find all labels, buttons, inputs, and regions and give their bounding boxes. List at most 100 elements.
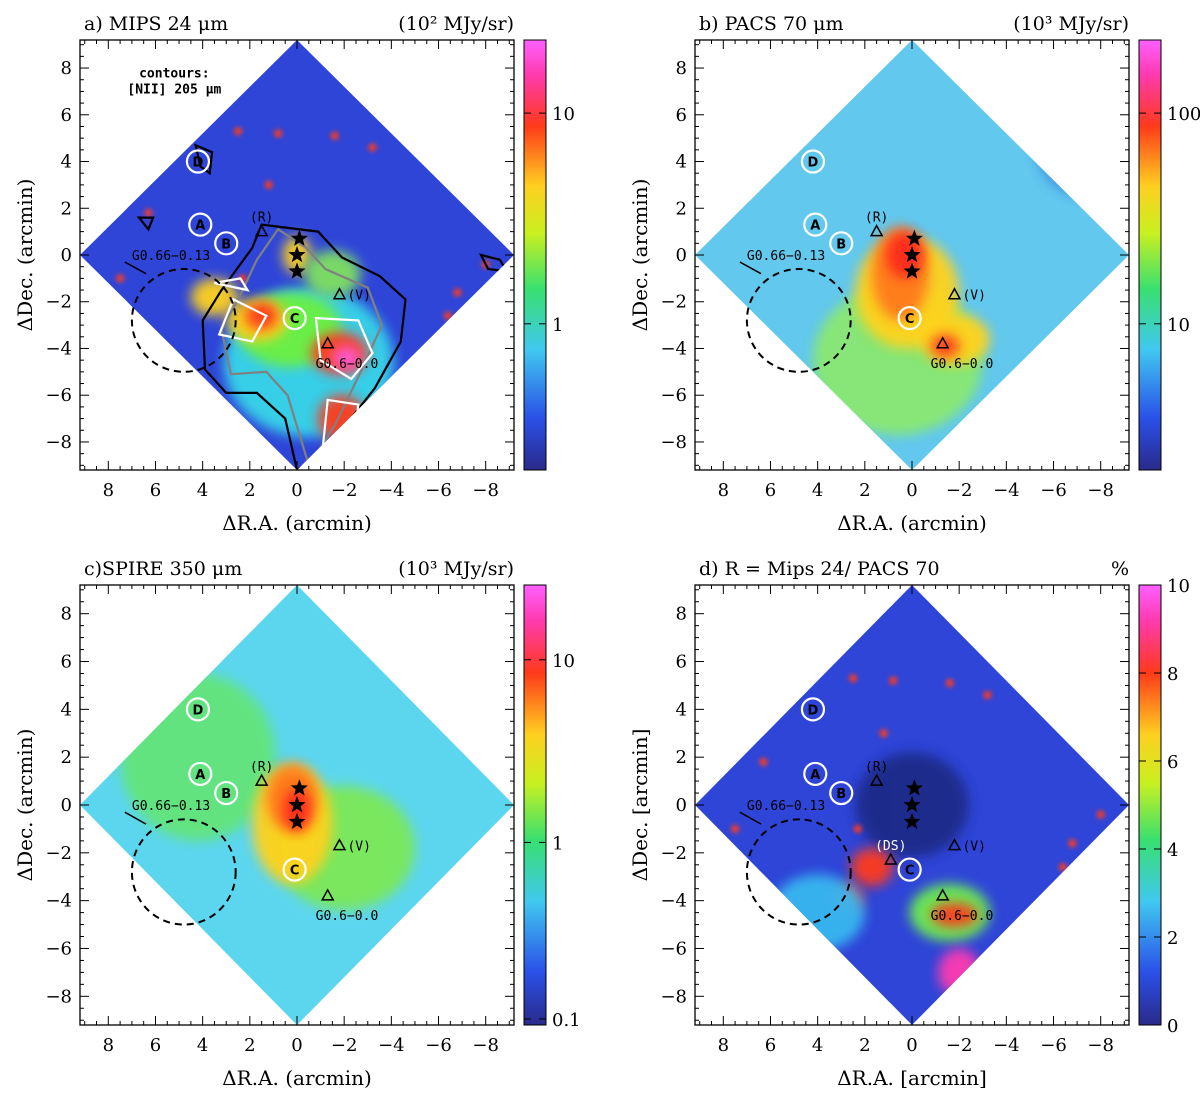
- star-marker: [288, 796, 306, 813]
- y-tick-label: 8: [61, 604, 72, 625]
- panel-a: 8 6 4 2 0 −2 −4 −6 −8 8 6 4 2 0 −2 −4 −6 −8 ΔR.A. (arcmin)…: [13, 13, 575, 535]
- emission-region: [332, 346, 361, 370]
- emission-region: [930, 334, 960, 358]
- triangle-label: (V): [347, 840, 370, 855]
- region-circle: [829, 780, 854, 806]
- colorbar-tick-label: 8: [1167, 664, 1178, 685]
- star-marker: [288, 246, 306, 263]
- ring-label: G0.66−0.13: [132, 799, 210, 814]
- panel-d: 8 6 4 2 0 −2 −4 −6 −8 8 6 4 2 0 −2 −4 −6 −8 ΔR.A. [arcmin]…: [628, 558, 1190, 1090]
- region-label: C: [905, 312, 915, 327]
- region-circle: [282, 305, 307, 331]
- y-tick-label: 4: [676, 699, 687, 720]
- triangle-label: (R): [865, 760, 888, 775]
- colorbar-tick-label: 4: [1167, 840, 1178, 861]
- y-tick-label: 2: [676, 198, 687, 219]
- triangle-marker: [254, 224, 269, 237]
- colorbar: [523, 39, 547, 471]
- colorbar-tick-label: 0: [1167, 1016, 1178, 1037]
- colorbar-tick-label: 10: [552, 104, 575, 125]
- x-tick-label: −4: [993, 1035, 1020, 1056]
- triangle-marker: [320, 888, 335, 901]
- triangle-label: (V): [347, 289, 370, 304]
- star-marker: [290, 779, 308, 796]
- emission-region: [886, 231, 924, 279]
- x-tick-label: 6: [765, 480, 776, 501]
- region-C: C: [282, 857, 307, 882]
- region-B: B: [829, 231, 854, 256]
- emission-region: [770, 874, 865, 951]
- region-D: D: [185, 149, 211, 174]
- y-axis-label: ΔDec. [arcmin]: [628, 729, 652, 882]
- point-source: [330, 131, 339, 140]
- region-circle: [185, 697, 211, 722]
- ring-leader: [124, 811, 147, 825]
- x-tick-label: 8: [103, 480, 114, 501]
- point-source: [945, 679, 954, 688]
- y-tick-label: 4: [61, 152, 72, 173]
- y-axis-label: ΔDec. (arcmin): [13, 729, 37, 882]
- emission-region: [850, 848, 894, 887]
- triangle-label: G0.6−0.0: [931, 909, 994, 924]
- ring-g0.66: [745, 268, 852, 373]
- y-tick-label: 4: [61, 699, 72, 720]
- point-source: [170, 129, 179, 138]
- region-label: B: [836, 237, 846, 252]
- region-label: C: [290, 864, 300, 879]
- y-tick-label: −2: [45, 292, 72, 313]
- y-tick-label: 2: [676, 747, 687, 768]
- nii-contour-low: [194, 143, 214, 176]
- y-tick-label: −2: [660, 843, 687, 864]
- region-label: A: [195, 219, 205, 234]
- y-axis-label: ΔDec. (arcmin): [628, 179, 652, 332]
- x-tick-label: −2: [946, 1035, 973, 1056]
- x-tick-label: −8: [472, 480, 499, 501]
- triangle-label: (R): [250, 760, 273, 775]
- triangle-marker: [935, 336, 950, 349]
- x-tick-label: 2: [244, 480, 255, 501]
- triangle-marker: [947, 287, 962, 300]
- y-tick-label: −8: [660, 986, 687, 1007]
- x-tick-label: −4: [378, 1035, 405, 1056]
- ring-label: G0.66−0.13: [747, 799, 825, 814]
- y-tick-label: −8: [660, 432, 687, 453]
- region-B: B: [214, 231, 239, 256]
- triangle-marker: [332, 838, 347, 851]
- y-tick-label: −8: [45, 986, 72, 1007]
- triangle-marker: [320, 336, 335, 349]
- x-tick-label: 0: [906, 480, 917, 501]
- y-tick-label: −6: [660, 385, 687, 406]
- x-tick-label: 8: [718, 1035, 729, 1056]
- triangle-label: G0.6−0.0: [316, 909, 379, 924]
- triangle-label: G0.6−0.0: [316, 357, 379, 372]
- y-tick-label: 6: [61, 652, 72, 673]
- x-tick-label: −6: [1040, 1035, 1067, 1056]
- star-marker: [903, 262, 921, 279]
- panel-b: 8 6 4 2 0 −2 −4 −6 −8 8 6 4 2 0 −2 −4 −6 −8 ΔR.A. (arcmin)…: [628, 13, 1200, 535]
- panel-title: c)SPIRE 350 μm: [84, 558, 242, 580]
- y-tick-label: −2: [45, 843, 72, 864]
- nii-contour-low: [136, 216, 155, 232]
- point-source: [368, 143, 377, 152]
- x-tick-label: −8: [1087, 1035, 1114, 1056]
- region-A: A: [188, 761, 213, 787]
- x-axis-label: ΔR.A. (arcmin): [222, 1066, 372, 1090]
- star-marker: [288, 812, 306, 829]
- region-circle: [803, 212, 828, 237]
- region-label: D: [193, 156, 204, 171]
- region-circle: [282, 857, 307, 882]
- triangle-marker: [869, 773, 884, 786]
- colorbar-tick-label: 10: [1167, 576, 1190, 597]
- x-tick-label: 6: [150, 1035, 161, 1056]
- triangle-label: G0.6−0.0: [931, 357, 994, 372]
- colorbar-tick-label: 0.1: [552, 1010, 581, 1031]
- region-label: A: [195, 768, 205, 783]
- star-marker: [903, 796, 921, 813]
- panel-unit: (10³ MJy/sr): [398, 558, 514, 580]
- colorbar: [1138, 39, 1162, 471]
- ring-g0.66: [745, 818, 852, 926]
- ring-leader: [739, 811, 762, 825]
- region-circle: [214, 231, 239, 256]
- y-tick-label: 2: [61, 198, 72, 219]
- x-tick-label: 4: [197, 1035, 208, 1056]
